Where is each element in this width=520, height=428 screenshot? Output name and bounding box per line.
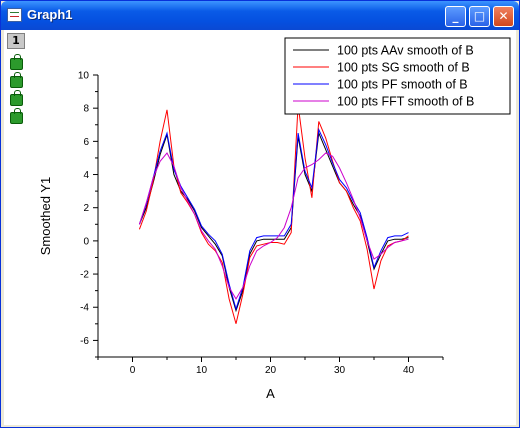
series-line-4[interactable] — [138, 152, 409, 300]
y-tick-label: 0 — [83, 236, 89, 247]
y-tick-label: 10 — [78, 71, 90, 82]
y-tick-label: -4 — [80, 303, 89, 314]
x-axis-label: A — [266, 386, 275, 401]
title-bar[interactable]: Graph1 _ □ ✕ — [1, 1, 519, 30]
legend-entry: 100 pts FFT smooth of B — [337, 95, 474, 109]
layer-1-tab[interactable]: 1 — [7, 33, 25, 49]
y-axis-label: Smoothed Y1 — [38, 177, 53, 256]
x-tick-label: 20 — [265, 365, 277, 376]
y-tick-label: 2 — [83, 203, 89, 214]
lock-icon[interactable] — [10, 108, 23, 124]
graph-window-icon[interactable] — [7, 8, 22, 22]
series-line-3[interactable] — [138, 127, 409, 311]
y-tick-label: 4 — [83, 170, 89, 181]
lock-icon[interactable] — [10, 72, 23, 88]
legend[interactable]: 100 pts AAv smooth of B 100 pts SG smooth… — [284, 37, 511, 115]
close-button[interactable]: ✕ — [493, 6, 514, 27]
x-tick-label: 0 — [130, 365, 136, 376]
x-tick-label: 10 — [196, 365, 208, 376]
y-tick-label: 6 — [83, 137, 89, 148]
lock-icon[interactable] — [10, 54, 23, 70]
series-line-2[interactable] — [138, 104, 409, 324]
lock-icon[interactable] — [10, 90, 23, 106]
legend-entry: 100 pts SG smooth of B — [337, 61, 470, 75]
window-title: Graph1 — [27, 7, 73, 22]
maximize-button[interactable]: □ — [469, 6, 490, 27]
axes — [97, 75, 443, 358]
legend-entry: 100 pts PF smooth of B — [337, 78, 468, 92]
x-tick-label: 40 — [403, 365, 415, 376]
x-tick-label: 30 — [334, 365, 346, 376]
minimize-button[interactable]: _ — [445, 6, 466, 27]
y-tick-label: -6 — [80, 336, 89, 347]
legend-entry: 100 pts AAv smooth of B — [337, 44, 474, 58]
y-tick-label: -2 — [80, 270, 89, 281]
series-line-1[interactable] — [138, 131, 409, 313]
y-tick-label: 8 — [83, 104, 89, 115]
